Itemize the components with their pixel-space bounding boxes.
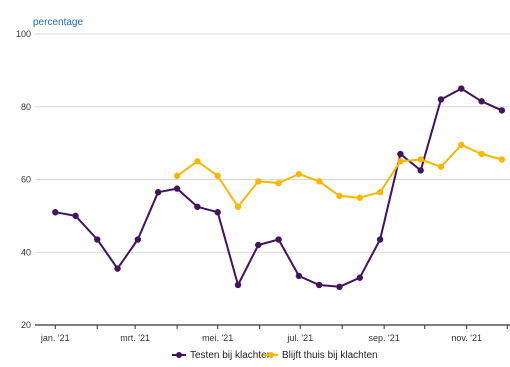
data-point — [315, 178, 323, 185]
data-point — [356, 274, 363, 281]
x-tick-label: nov. '21 — [451, 333, 482, 343]
data-point — [376, 189, 384, 196]
x-axis: jan. '21 mrt. '21 mei. '21 jul. '21 sep. '21… — [40, 325, 508, 343]
data-point — [397, 158, 404, 165]
series-blijft-thuis-bij-klachten — [173, 141, 506, 210]
data-point — [498, 156, 506, 163]
data-point — [154, 189, 162, 196]
series-testen-bij-klachten — [52, 85, 506, 291]
y-tick-label: 80 — [21, 102, 31, 112]
data-point — [255, 241, 262, 249]
data-point — [295, 272, 303, 280]
data-point — [234, 203, 242, 210]
data-point — [295, 170, 303, 178]
y-tick-label: 20 — [21, 320, 31, 330]
data-point — [437, 96, 445, 103]
data-point — [214, 172, 221, 180]
series-group — [52, 85, 506, 291]
data-point — [397, 150, 404, 158]
data-point — [72, 212, 79, 220]
data-point — [114, 265, 121, 272]
data-point — [458, 141, 465, 149]
legend-item-testen-bij-klachten: Testen bij klachten — [172, 350, 272, 361]
data-point — [134, 236, 142, 243]
legend-swatch-marker — [176, 352, 182, 358]
legend-item-blijft-thuis-bij-klachten: Blijft thuis bij klachten — [264, 350, 378, 361]
data-point — [458, 85, 465, 92]
y-axis-label: percentage — [33, 17, 83, 28]
data-point — [194, 203, 201, 210]
series-line — [55, 87, 503, 288]
data-point — [417, 167, 424, 174]
x-tick-label: mei. '21 — [202, 333, 233, 343]
y-axis-ticks: 100 80 60 40 20 — [16, 29, 31, 330]
data-point — [255, 178, 262, 185]
legend: Testen bij klachten Blijft thuis bij klac… — [172, 350, 378, 361]
y-tick-label: 40 — [21, 247, 31, 257]
x-tick-label: jul. '21 — [286, 333, 313, 343]
gridlines — [35, 33, 510, 326]
data-point — [437, 163, 445, 170]
data-point — [275, 236, 282, 243]
y-tick-label: 60 — [21, 175, 31, 185]
data-point — [417, 156, 424, 163]
y-tick-label: 100 — [16, 29, 31, 39]
data-point — [173, 185, 181, 192]
legend-label: Testen bij klachten — [190, 350, 272, 361]
data-point — [94, 236, 101, 243]
data-point — [52, 209, 59, 216]
data-point — [315, 281, 323, 289]
data-point — [498, 107, 506, 114]
data-point — [356, 194, 363, 201]
x-tick-label: sep. '21 — [369, 333, 400, 343]
data-point — [234, 281, 242, 289]
data-point — [275, 179, 282, 187]
data-point — [173, 172, 181, 180]
data-point — [214, 209, 221, 216]
data-point — [336, 283, 343, 291]
x-tick-label: mrt. '21 — [120, 333, 150, 343]
legend-label: Blijft thuis bij klachten — [282, 350, 378, 361]
data-point — [336, 192, 343, 200]
legend-swatch-marker — [268, 352, 274, 358]
data-point — [478, 150, 485, 158]
data-point — [376, 236, 384, 243]
data-point — [194, 158, 201, 165]
x-tick-label: jan. '21 — [40, 333, 70, 343]
data-point — [478, 98, 485, 105]
